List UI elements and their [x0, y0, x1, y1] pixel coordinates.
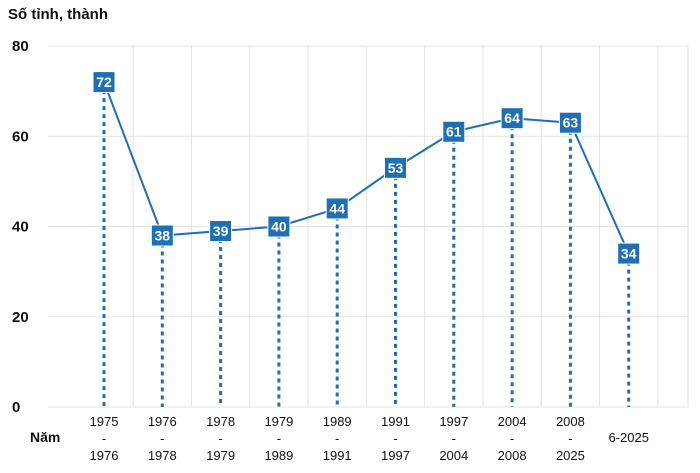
x-tick-line: 2008	[498, 448, 527, 463]
data-label: 63	[558, 111, 582, 134]
x-tick-line: -	[393, 431, 397, 446]
data-label-box	[617, 242, 641, 265]
x-tick-label: 1991 - 1997	[381, 414, 410, 463]
x-tick-label: 1997 - 2004	[439, 414, 468, 463]
data-label-text: 38	[155, 228, 171, 244]
x-tick-line: 1991	[323, 448, 352, 463]
data-label-text: 39	[213, 223, 229, 239]
data-label: 53	[384, 156, 407, 179]
data-label-box	[92, 71, 116, 94]
x-tick-line: -	[510, 431, 514, 446]
x-tick-line: -	[568, 431, 572, 446]
x-tick-line: 1989	[323, 414, 352, 429]
x-tick-line: 1991	[381, 414, 410, 429]
data-label: 34	[617, 242, 641, 265]
x-tick-label: 1979 - 1989	[264, 414, 293, 463]
x-tick-line: -	[218, 431, 222, 446]
x-axis-title: Năm	[30, 429, 60, 445]
y-tick-label: 20	[12, 309, 29, 326]
data-label-text: 53	[388, 160, 404, 176]
data-label-box	[150, 224, 174, 247]
data-label: 40	[267, 215, 291, 238]
y-tick-label: 60	[12, 128, 29, 145]
data-label: 44	[325, 197, 349, 220]
data-label-text: 63	[563, 115, 579, 131]
x-tick-line: 2004	[439, 448, 468, 463]
y-axis-title: Số tỉnh, thành	[8, 6, 108, 23]
x-tick-line: 1978	[206, 414, 235, 429]
x-tick-line: 1997	[381, 448, 410, 463]
y-tick-label: 40	[12, 219, 29, 236]
data-label: 39	[209, 220, 233, 243]
x-tick-line: 1975	[90, 414, 119, 429]
series-line	[103, 81, 630, 254]
data-label-text: 40	[271, 219, 287, 235]
x-tick-label: 1989 - 1991	[323, 414, 352, 463]
series-polyline	[103, 81, 630, 254]
x-tick-line: 1978	[148, 448, 177, 463]
x-tick-label: 1978 - 1979	[206, 414, 235, 463]
data-label: 61	[442, 120, 466, 143]
data-label-text: 44	[329, 200, 345, 216]
data-label: 38	[150, 224, 174, 247]
x-tick-line: 6-2025	[608, 430, 648, 445]
x-tick-label: 6-2025	[608, 430, 648, 445]
x-tick-line: 1976	[148, 414, 177, 429]
grid-lines	[48, 45, 689, 408]
x-tick-line: 2025	[556, 448, 585, 463]
x-tick-line: 2004	[498, 414, 527, 429]
x-tick-line: -	[335, 431, 339, 446]
x-tick-label: 1975 - 1976	[90, 414, 119, 463]
data-label-text: 61	[446, 124, 462, 140]
y-tick-label: 0	[12, 399, 20, 416]
x-tick-label: 2008 - 2025	[556, 414, 585, 463]
x-tick-line: 1979	[206, 448, 235, 463]
data-label-box	[384, 156, 407, 179]
x-tick-line: 1989	[264, 448, 293, 463]
data-label: 64	[500, 107, 524, 130]
y-tick-label: 80	[12, 38, 29, 55]
x-tick-line: 1997	[439, 414, 468, 429]
x-tick-line: -	[102, 431, 106, 446]
data-label-box	[209, 220, 233, 243]
data-label-box	[325, 197, 349, 220]
data-label-box	[500, 107, 524, 130]
x-tick-label: 1976 - 1978	[148, 414, 177, 463]
data-label-text: 34	[621, 246, 637, 262]
x-tick-line: 1979	[264, 414, 293, 429]
data-label-box	[267, 215, 291, 238]
x-axis-ticks: 1975-19761976-19781978-19791979-19891989…	[90, 414, 649, 463]
y-axis-ticks: 0 20 40 60 80	[12, 38, 29, 416]
drop-lines	[102, 82, 631, 407]
x-tick-line: -	[160, 431, 164, 446]
data-label-text: 64	[504, 110, 520, 126]
data-label-text: 72	[96, 74, 112, 90]
x-tick-line: 2008	[556, 414, 585, 429]
data-label-box	[442, 120, 466, 143]
data-labels: 72 38 39 40 44 53 61 64 63 34	[92, 71, 641, 265]
x-tick-label: 2004 - 2008	[498, 414, 527, 463]
data-label-box	[558, 111, 582, 134]
x-tick-line: -	[452, 431, 456, 446]
x-tick-line: 1976	[90, 448, 119, 463]
x-tick-line: -	[277, 431, 281, 446]
data-label: 72	[92, 71, 116, 94]
